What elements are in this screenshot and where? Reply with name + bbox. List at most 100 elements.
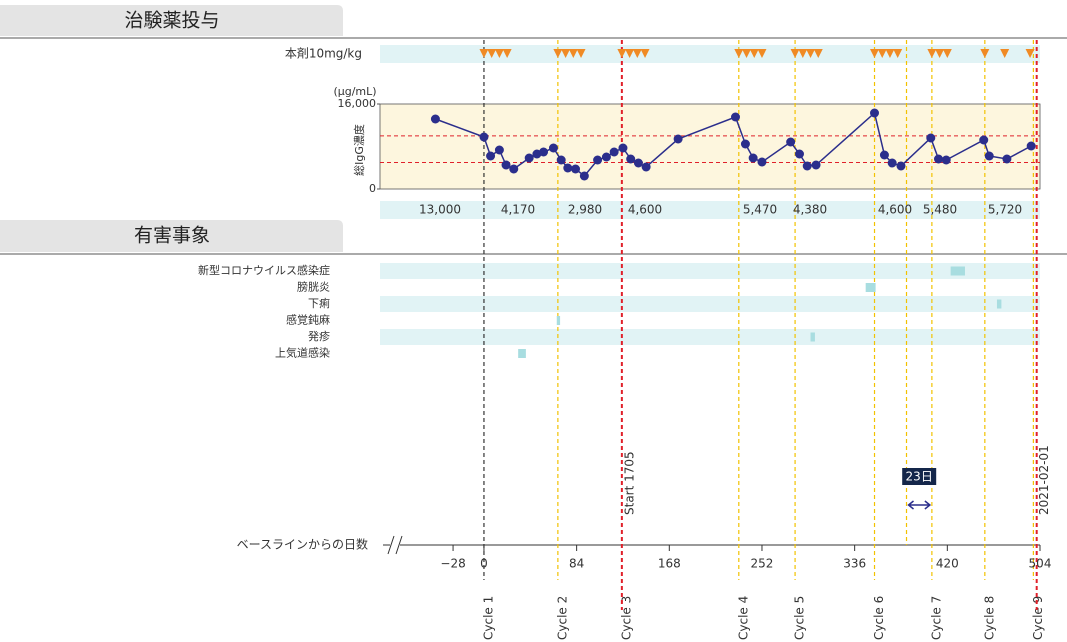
event-bar [810,332,815,342]
y-tick-label: 0 [369,182,376,195]
dose-marker [742,49,752,58]
event-name: 発疹 [308,329,330,343]
dose-marker [625,49,635,58]
x-tick-label: 336 [843,557,866,571]
concentration-point [509,164,519,174]
concentration-point [879,150,889,160]
concentration-point [984,151,994,161]
y-axis-label: 総IgG濃度 [352,124,366,176]
concentration-point [579,171,589,181]
dose-marker [734,49,744,58]
axis-break-gap [390,535,400,555]
dose-marker [1000,49,1010,58]
concentration-point [524,153,534,163]
trough-label: 5,720 [988,203,1022,217]
trough-label: 4,600 [628,203,662,217]
event-name: 上気道感染 [275,346,330,360]
event-name: 感覚鈍麻 [286,313,330,327]
dose-marker [980,49,990,58]
concentration-point [501,160,511,170]
dose-marker [885,49,895,58]
concentration-point [593,155,603,165]
trough-label: 5,480 [923,203,957,217]
section-tab [0,5,343,36]
concentration-point [673,134,683,144]
x-tick-label: 0 [480,557,488,571]
x-tick-label: 504 [1029,557,1052,571]
dose-label: 本剤10mg/kg [285,46,362,61]
concentration-point [539,147,549,157]
dose-marker [576,49,586,58]
trough-band [380,201,1040,219]
concentration-point [794,149,804,159]
concentration-point [556,155,566,165]
x-tick-label: 420 [936,557,959,571]
dose-marker [927,49,937,58]
concentration-point [870,108,880,118]
concentration-point [979,135,989,145]
concentration-point [786,137,796,147]
dose-marker [798,49,808,58]
event-band [380,329,1040,345]
x-tick-label: 252 [751,557,774,571]
concentration-point [571,164,581,174]
concentration-point [740,139,750,149]
concentration-point [548,143,558,153]
dose-marker [893,49,903,58]
section-tab [0,220,343,252]
concentration-point [1026,141,1036,151]
concentration-point [563,163,573,173]
cycle-label: Cycle 5 [793,596,807,640]
event-name: 膀胱炎 [297,280,330,294]
section-title: 有害事象 [134,225,210,247]
event-marker-label: Start 1705 [622,451,636,515]
event-marker-label: 2021-02-01 [1037,445,1051,515]
event-name: 下痢 [308,296,330,310]
dose-marker [494,49,504,58]
dose-marker [813,49,823,58]
trough-label: 4,380 [793,203,827,217]
event-name: 新型コロナウイルス感染症 [198,263,330,277]
event-bar [518,349,526,358]
event-bar [950,266,965,276]
cycle-label: Cycle 1 [481,596,495,640]
concentration-point [731,112,740,122]
event-bar [865,283,876,292]
dose-marker [487,49,497,58]
trough-label: 5,470 [743,203,777,217]
dose-marker [632,49,642,58]
concentration-point [934,154,943,164]
concentration-point [887,158,897,168]
x-tick-label: 168 [658,557,681,571]
trough-label: 4,600 [878,203,912,217]
dose-marker [617,49,627,58]
dose-marker [561,49,571,58]
axis-break [387,535,403,555]
dose-marker [568,49,578,58]
concentration-point [802,161,812,171]
trough-label: 13,000 [419,203,461,217]
concentration-point [811,160,821,170]
concentration-point [941,155,951,165]
trough-label: 2,980 [568,203,602,217]
x-tick-label: −28 [440,557,465,571]
concentration-point [601,152,611,162]
interval-arrow [907,500,932,510]
interval-label: 23日 [906,470,933,484]
event-band [380,296,1040,312]
concentration-point [486,151,496,161]
trough-label: 4,170 [501,203,535,217]
dose-marker [790,49,800,58]
concentration-point [926,133,936,143]
unit-label: (µg/mL) [333,85,376,98]
x-tick-label: 84 [569,557,584,571]
interval-box [902,468,937,485]
concentration-point [641,162,651,172]
concentration-point [479,132,489,142]
cycle-label: Cycle 4 [736,596,750,640]
plot-area [379,103,1041,190]
concentration-point [896,161,906,171]
dose-marker [640,49,650,58]
cycle-label: Cycle 7 [929,596,943,640]
